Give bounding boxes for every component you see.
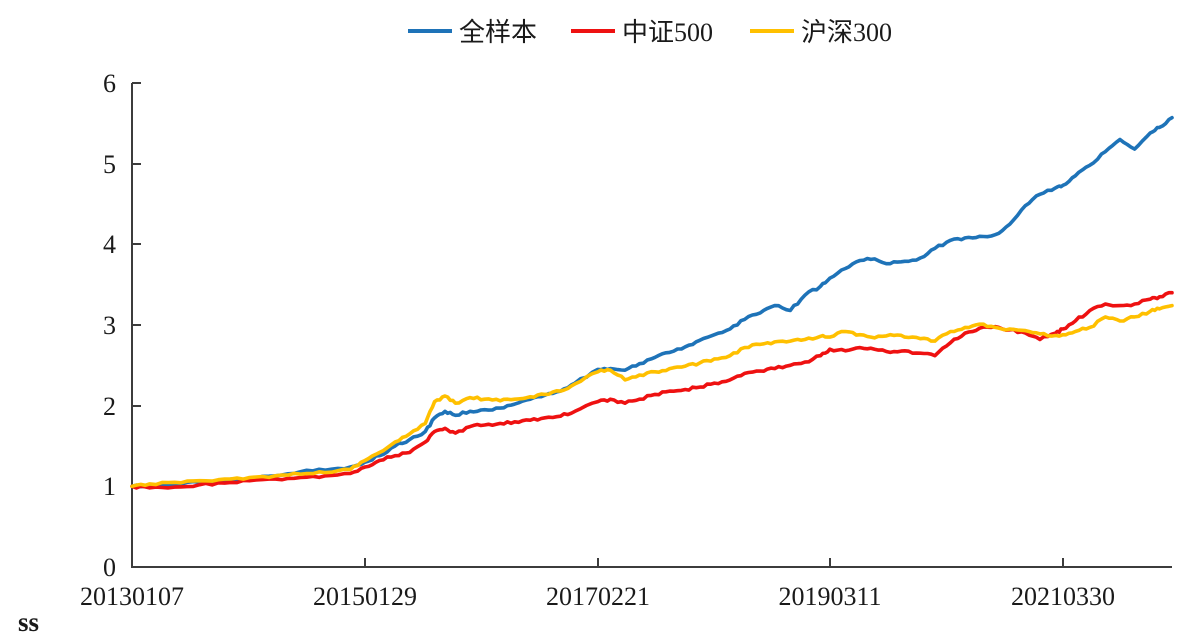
y-tick-label-3: 3 (103, 311, 116, 340)
x-tick-label-3: 20190311 (778, 582, 881, 611)
series-line-full-sample (130, 115, 1174, 489)
y-axis-labels: 0 1 2 3 4 5 6 (103, 69, 116, 582)
x-axis-labels: 20130107 20150129 20170221 20190311 2021… (80, 582, 1115, 611)
legend: 全样本 中证500 沪深300 (408, 18, 892, 47)
y-tick-label-1: 1 (103, 472, 116, 501)
legend-label-hs300: 沪深300 (801, 18, 892, 47)
y-tick-label-6: 6 (103, 69, 116, 98)
y-tick-label-2: 2 (103, 392, 116, 421)
axis-lines (131, 83, 1172, 568)
y-tick-label-0: 0 (103, 553, 116, 582)
legend-label-full-sample: 全样本 (459, 18, 537, 47)
series-group (130, 115, 1174, 490)
x-tick-label-0: 20130107 (80, 582, 184, 611)
x-axis-ticks (364, 558, 1064, 567)
x-tick-label-2: 20170221 (546, 582, 650, 611)
series-line-csi500 (130, 290, 1174, 490)
y-tick-label-5: 5 (103, 150, 116, 179)
y-tick-label-4: 4 (103, 230, 116, 259)
series-line-hs300 (130, 303, 1174, 489)
y-axis-ticks (132, 82, 141, 487)
x-tick-label-4: 20210330 (1011, 582, 1115, 611)
watermark-text: ss (18, 607, 39, 637)
x-tick-label-1: 20150129 (313, 582, 417, 611)
legend-label-csi500: 中证500 (622, 18, 713, 47)
